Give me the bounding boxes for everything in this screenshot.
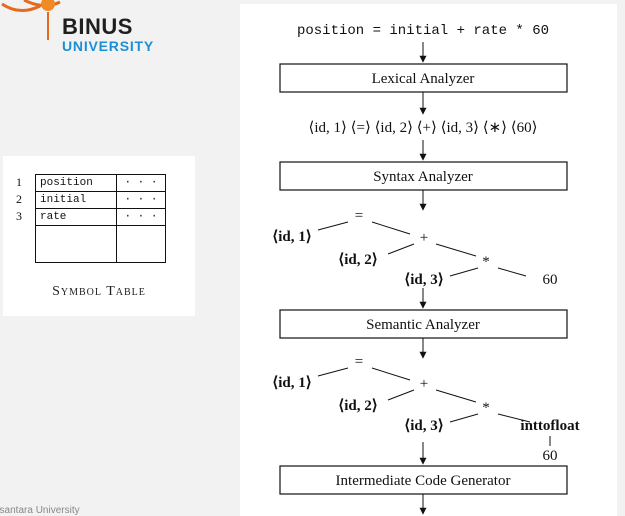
- semantic-tree-mult-node: *: [482, 400, 490, 416]
- semantic-analyzer-label: Semantic Analyzer: [366, 317, 480, 333]
- symbol-name: initial: [35, 191, 117, 209]
- symbol-table-row: rate · · ·: [35, 208, 166, 226]
- logo-wordmark: BINUS: [62, 14, 133, 39]
- token-stream: ⟨id, 1⟩ ⟨=⟩ ⟨id, 2⟩ ⟨+⟩ ⟨id, 3⟩ ⟨∗⟩ ⟨60⟩: [309, 120, 538, 136]
- symbol-attributes: · · ·: [116, 174, 166, 192]
- syntax-tree-id2-node: ⟨id, 2⟩: [338, 252, 377, 268]
- compiler-phases-diagram: position = initial + rate * 60 Lexical A…: [240, 4, 617, 516]
- symbol-table-empty-row: [35, 225, 166, 263]
- symbol-row-number: 1: [16, 175, 22, 189]
- semantic-tree-conversion-node: inttofloat: [520, 418, 579, 434]
- syntax-tree: = ⟨id, 1⟩ + ⟨id, 2⟩ * ⟨id, 3⟩ 60: [272, 208, 557, 288]
- symbol-attributes: · · ·: [116, 191, 166, 209]
- symbol-name: rate: [35, 208, 117, 226]
- symbol-attributes: · · ·: [116, 208, 166, 226]
- syntax-tree-id1-node: ⟨id, 1⟩: [272, 229, 311, 245]
- symbol-row-number: 2: [16, 192, 22, 206]
- syntax-tree-plus-node: +: [420, 230, 428, 246]
- syntax-tree-assign-node: =: [355, 208, 363, 224]
- semantic-tree-const-node: 60: [543, 448, 558, 464]
- symbol-table-row: position · · ·: [35, 174, 166, 192]
- semantic-analyzer-box: [279, 309, 568, 339]
- symbol-table-caption: Symbol Table: [52, 284, 146, 299]
- binus-logo: BINUS UNIVERSITY: [0, 0, 200, 70]
- semantic-tree-id3-node: ⟨id, 3⟩: [404, 418, 443, 434]
- symbol-table-row: initial · · ·: [35, 191, 166, 209]
- syntax-tree-mult-node: *: [482, 254, 490, 270]
- source-statement: position = initial + rate * 60: [297, 23, 549, 39]
- lexical-analyzer-box: [279, 63, 568, 93]
- symbol-table: position · · · initial · · · rate · · ·: [35, 174, 166, 263]
- footer-text: usantara University: [0, 505, 80, 516]
- syntax-analyzer-label: Syntax Analyzer: [373, 169, 473, 185]
- semantic-tree-plus-node: +: [420, 376, 428, 392]
- symbol-table-panel: 1 2 3 position · · · initial · · · rate …: [3, 156, 195, 316]
- binus-logo-mark-icon: [1, 0, 61, 40]
- symbol-row-number: 3: [16, 209, 22, 223]
- syntax-tree-id3-node: ⟨id, 3⟩: [404, 272, 443, 288]
- semantic-tree: = ⟨id, 1⟩ + ⟨id, 2⟩ * ⟨id, 3⟩ inttofloat…: [272, 354, 579, 464]
- semantic-tree-id1-node: ⟨id, 1⟩: [272, 375, 311, 391]
- semantic-tree-assign-node: =: [355, 354, 363, 370]
- syntax-tree-const-node: 60: [543, 272, 558, 288]
- intermediate-code-generator-label: Intermediate Code Generator: [336, 473, 511, 489]
- logo-subtitle: UNIVERSITY: [62, 38, 155, 54]
- symbol-name: position: [35, 174, 117, 192]
- intermediate-code-generator-box: [279, 465, 568, 495]
- semantic-tree-id2-node: ⟨id, 2⟩: [338, 398, 377, 414]
- compiler-phases-svg: position = initial + rate * 60 Lexical A…: [272, 23, 580, 515]
- lexical-analyzer-label: Lexical Analyzer: [372, 71, 475, 87]
